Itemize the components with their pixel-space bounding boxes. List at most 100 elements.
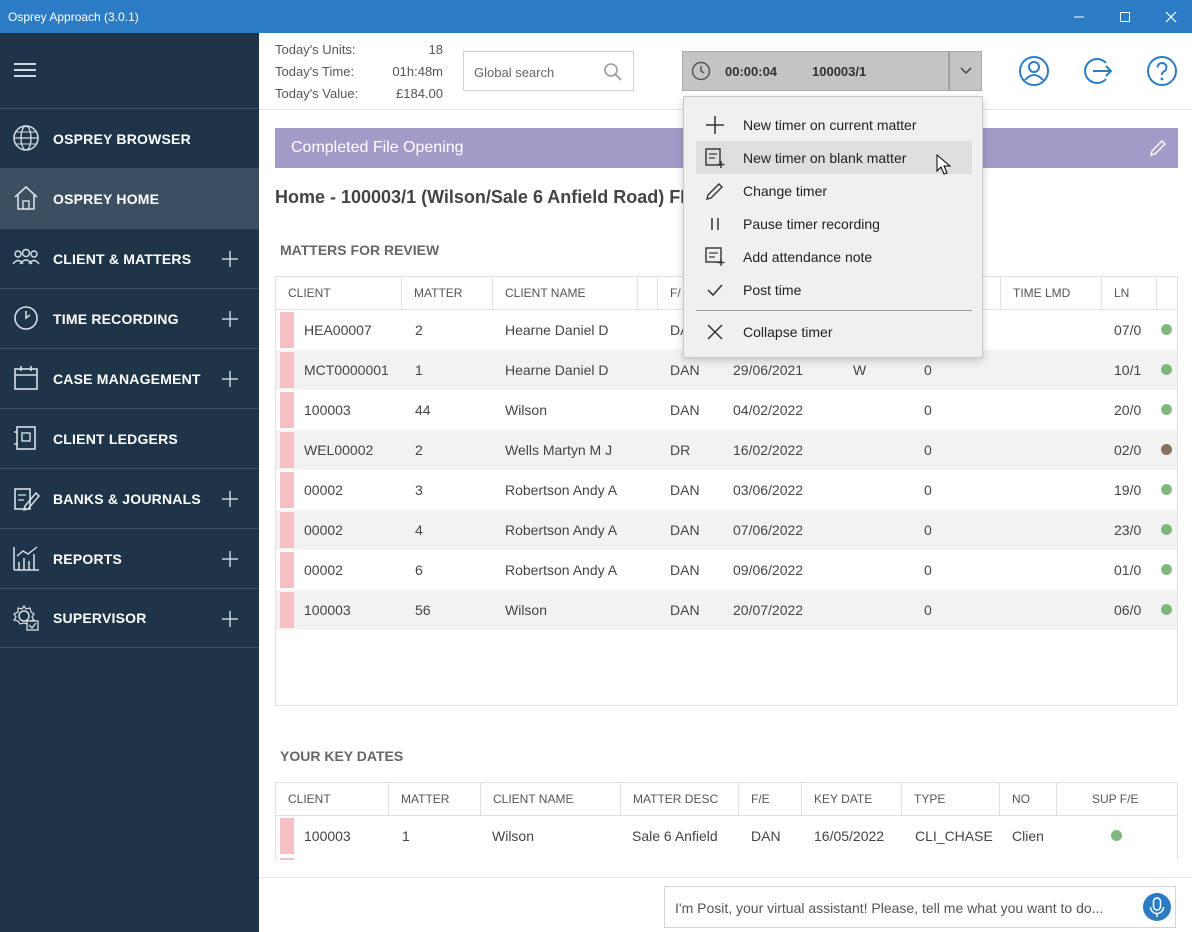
cell-client-name: Wilson (505, 602, 548, 618)
sidebar-item-osprey-home[interactable]: OSPREY HOME (0, 168, 259, 228)
minimize-button[interactable] (1056, 0, 1102, 33)
row-flag (280, 512, 294, 548)
cell-client-name: Robertson Andy A (505, 562, 618, 578)
user-profile-icon[interactable] (1018, 55, 1050, 87)
clock-icon (14, 306, 38, 330)
assistant-input[interactable]: I'm Posit, your virtual assistant! Pleas… (664, 886, 1176, 928)
column-header[interactable]: KEY DATE (802, 783, 902, 816)
sidebar-item-time-recording[interactable]: TIME RECORDING (0, 288, 259, 348)
column-header[interactable]: NO (1000, 783, 1057, 816)
hamburger-menu-icon[interactable] (14, 63, 36, 77)
table-row[interactable]: 00002 4 Robertson Andy A DAN 07/06/2022 … (276, 510, 1177, 550)
menu-item-post-time[interactable]: Post time (696, 273, 972, 306)
plus-icon[interactable] (221, 550, 239, 568)
sidebar-item-reports[interactable]: REPORTS (0, 528, 259, 588)
table-row[interactable]: 00002 3 Robertson Andy A DAN 03/06/2022 … (276, 470, 1177, 510)
close-button[interactable] (1148, 0, 1192, 33)
cell-date: 03/06/2022 (733, 482, 804, 498)
table-row[interactable]: 100003 1 Wilson Sale 6 Anfield DAN 16/05… (276, 816, 1177, 856)
active-timer[interactable]: 00:00:04 100003/1 (682, 51, 949, 91)
column-header[interactable]: MATTER (389, 783, 481, 816)
sidebar-item-case-management[interactable]: CASE MANAGEMENT (0, 348, 259, 408)
column-header[interactable]: CLIENT NAME (493, 277, 638, 310)
cell-client: MCT0000001 (304, 362, 389, 378)
column-header[interactable]: MATTER DESC (621, 783, 739, 816)
logout-icon[interactable] (1082, 55, 1114, 87)
column-header[interactable]: CLIENT NAME (481, 783, 621, 816)
row-flag (280, 552, 294, 588)
window-title: Osprey Approach (3.0.1) (8, 10, 139, 24)
plus-icon[interactable] (221, 310, 239, 328)
cell-ln: 01/0 (1114, 562, 1142, 578)
column-header[interactable]: CLIENT (276, 783, 389, 816)
sidebar-item-client-ledgers[interactable]: CLIENT LEDGERS (0, 408, 259, 468)
status-dot (1161, 404, 1172, 415)
column-header[interactable]: TYPE (902, 783, 1000, 816)
microphone-button[interactable] (1143, 893, 1171, 921)
today-stats: Today's Units: 18 Today's Time: 01h:48m To… (275, 42, 445, 108)
menu-item-label: Collapse timer (743, 324, 833, 340)
column-header[interactable]: LN (1102, 277, 1157, 310)
users-icon (12, 248, 40, 265)
menu-item-new-timer-blank[interactable]: New timer on blank matter (696, 141, 972, 174)
status-dot (1161, 524, 1172, 535)
cell-matter: 2 (415, 442, 423, 458)
sidebar-item-client-matters[interactable]: CLIENT & MATTERS (0, 228, 259, 288)
menu-item-collapse-timer[interactable]: Collapse timer (696, 315, 972, 348)
menu-item-label: Add attendance note (743, 249, 873, 265)
table-row[interactable]: WEL00002 2 Wells Martyn M J DR 16/02/202… (276, 430, 1177, 470)
cell-fe: DAN (751, 828, 781, 844)
maximize-button[interactable] (1102, 0, 1148, 33)
menu-item-add-attendance-note[interactable]: Add attendance note (696, 240, 972, 273)
cell-client-name: Wilson (492, 828, 535, 844)
status-dot (1161, 604, 1172, 615)
sidebar-item-supervisor[interactable]: SUPERVISOR (0, 588, 259, 648)
sidebar-item-osprey-browser[interactable]: OSPREY BROWSER (0, 108, 259, 168)
global-search-input[interactable]: Global search (463, 51, 634, 91)
plus-icon[interactable] (221, 490, 239, 508)
sidebar-item-banks-journals[interactable]: BANKS & JOURNALS (0, 468, 259, 528)
status-dot (1161, 364, 1172, 375)
menu-item-change-timer[interactable]: Change timer (696, 174, 972, 207)
timer-dropdown-button[interactable] (949, 51, 982, 91)
cell-matter: 1 (415, 362, 423, 378)
column-header[interactable]: CLIENT (276, 277, 402, 310)
cell-ln: 19/0 (1114, 482, 1142, 498)
chart-icon (13, 546, 39, 571)
time-label: Today's Time: (275, 64, 355, 79)
table-row[interactable]: 00002 6 Robertson Andy A DAN 09/06/2022 … (276, 550, 1177, 590)
help-icon[interactable] (1146, 55, 1178, 87)
cell-ln: 23/0 (1114, 522, 1142, 538)
cell-client: 00002 (304, 482, 343, 498)
sidebar-item-label: REPORTS (53, 550, 123, 567)
cell-fe: DAN (670, 402, 700, 418)
mouse-cursor-icon (936, 154, 952, 175)
cell-date: 29/06/2021 (733, 362, 804, 378)
table-row[interactable]: 100003 56 Wilson DAN 20/07/2022 0 06/0 (276, 590, 1177, 630)
column-header[interactable]: TIME LMD (1000, 277, 1102, 310)
journal-edit-icon (14, 488, 40, 512)
row-flag (280, 432, 294, 468)
close-icon (707, 324, 723, 340)
search-icon[interactable] (603, 62, 623, 82)
cell-client: 100003 (304, 602, 351, 618)
menu-item-new-timer-current[interactable]: New timer on current matter (696, 108, 972, 141)
menu-item-pause-timer[interactable]: Pause timer recording (696, 207, 972, 240)
plus-icon[interactable] (221, 370, 239, 388)
sidebar-item-label: CLIENT & MATTERS (53, 250, 192, 267)
table-row[interactable]: HEA00007 2 Hearne Daniel D DA 07/0 (276, 310, 1177, 350)
cell-ln: 10/1 (1114, 362, 1142, 378)
table-row[interactable]: 100003 44 Wilson DAN 04/02/2022 0 20/0 (276, 390, 1177, 430)
column-header[interactable]: MATTER (402, 277, 493, 310)
column-header[interactable]: F/E (739, 783, 802, 816)
plus-icon[interactable] (221, 610, 239, 628)
sidebar-item-label: OSPREY HOME (53, 190, 160, 207)
units-label: Today's Units: (275, 42, 356, 57)
menu-item-label: Post time (743, 282, 802, 298)
cell-client-name: Robertson Andy A (505, 482, 618, 498)
pencil-icon[interactable] (1148, 138, 1168, 158)
cell-matter-desc: Sale 6 Anfield (632, 828, 718, 844)
plus-icon[interactable] (221, 250, 239, 268)
column-header[interactable]: SUP F/E (1092, 792, 1139, 806)
column-header[interactable] (638, 277, 658, 310)
